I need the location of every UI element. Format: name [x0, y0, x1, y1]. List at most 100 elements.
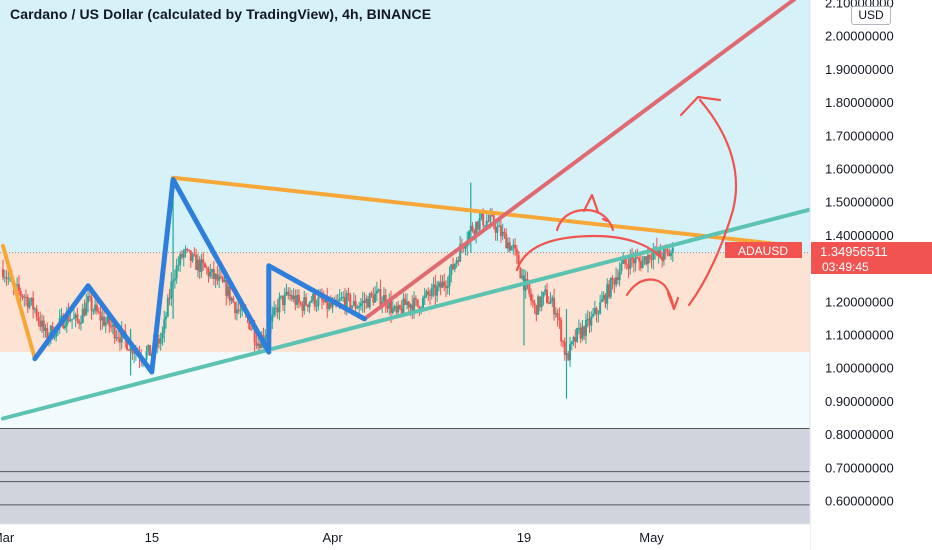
candle-body-12	[23, 296, 26, 298]
candle-body-82	[147, 345, 150, 352]
candle-body-133	[237, 309, 240, 311]
candle-body-144	[257, 343, 260, 346]
candle-body-261	[464, 246, 467, 249]
price-tick-label-0: 0.60000000	[825, 494, 894, 509]
candle-body-29	[53, 336, 56, 339]
candle-body-154	[274, 307, 277, 309]
candle-body-88	[157, 338, 160, 344]
candle-body-233	[414, 298, 417, 300]
candle-body-340	[604, 295, 607, 304]
candle-body-9	[17, 284, 20, 292]
time-axis[interactable]: Mar 15 Apr 19 May	[0, 523, 810, 550]
candle-body-111	[198, 259, 201, 272]
candle-body-356	[632, 259, 635, 264]
candle-body-141	[251, 328, 254, 330]
candle-body-257	[457, 260, 460, 262]
candle-body-27	[49, 325, 52, 337]
candle-body-281	[499, 225, 502, 237]
candle-body-61	[110, 326, 113, 328]
candle-body-166	[296, 295, 299, 305]
candle-body-2	[5, 277, 8, 279]
candle-body-107	[191, 254, 194, 261]
candle-body-359	[638, 258, 641, 262]
candle-body-164	[292, 295, 295, 300]
candle-body-165	[294, 295, 297, 305]
candle-body-118	[211, 269, 214, 272]
candle-body-312	[554, 313, 557, 315]
candle-body-362	[643, 256, 646, 261]
candle-body-153	[273, 307, 276, 315]
price-tick-label-1: 0.70000000	[825, 460, 894, 475]
candle-body-126	[225, 279, 228, 297]
currency-selector[interactable]: USD	[851, 6, 891, 25]
candle-body-204	[363, 300, 366, 303]
candle-body-366	[650, 259, 653, 261]
candle-body-3	[7, 278, 10, 280]
candle-body-50	[90, 296, 93, 311]
candle-body-139	[248, 318, 251, 330]
candle-body-238	[423, 295, 426, 299]
candle-body-333	[592, 313, 595, 317]
candle-body-8	[16, 284, 19, 286]
candle-body-361	[641, 260, 644, 269]
candle-body-279	[496, 226, 499, 233]
candle-body-278	[494, 226, 497, 233]
candle-body-142	[253, 328, 256, 343]
candle-body-17	[32, 297, 35, 310]
candle-body-316	[561, 341, 564, 343]
dome-arc	[515, 234, 665, 272]
symbol-price-tag: ADAUSD	[725, 242, 802, 258]
candle-body-332	[590, 316, 593, 326]
candle-body-63	[113, 324, 116, 339]
trendline-drawings[interactable]	[1, 0, 813, 421]
candle-body-191	[340, 297, 343, 299]
candle-body-338	[600, 299, 603, 303]
candle-body-363	[645, 256, 648, 265]
candle-body-198	[352, 300, 355, 306]
candle-body-217	[386, 305, 389, 309]
price-axis[interactable]: 0.60000000 0.70000000 0.80000000 0.90000000…	[809, 0, 932, 550]
candle-body-287	[510, 246, 513, 251]
candle-body-176	[313, 293, 316, 307]
candle-body-190	[338, 298, 341, 301]
candle-body-357	[634, 257, 637, 264]
candle-body-251	[446, 286, 449, 288]
candle-body-254	[452, 264, 455, 270]
candle-body-43	[78, 321, 81, 324]
candle-body-225	[400, 308, 403, 315]
candle-body-62	[111, 324, 114, 327]
candle-body-67	[120, 330, 123, 343]
candle-body-375	[666, 249, 669, 252]
zigzag-2-line	[266, 263, 367, 352]
price-tick-label-9: 1.50000000	[825, 195, 894, 210]
candle-body-40	[72, 317, 75, 320]
candle-body-247	[439, 282, 442, 288]
candle-body-201	[358, 306, 361, 308]
candle-body-195	[347, 293, 350, 296]
candle-body-229	[407, 301, 410, 308]
candle-body-322	[572, 337, 575, 342]
candle-body-21	[39, 320, 42, 327]
chart-title: Cardano / US Dollar (calculated by Tradi…	[10, 6, 432, 22]
candle-body-121	[216, 274, 219, 281]
candle-body-97	[173, 278, 176, 281]
shark-fin	[582, 193, 600, 214]
price-tick-label-11: 1.70000000	[825, 128, 894, 143]
candle-body-56	[101, 316, 104, 321]
candle-body-48	[87, 295, 90, 303]
price-tick-label-4: 1.00000000	[825, 361, 894, 376]
candle-body-378	[671, 247, 674, 254]
candle-body-52	[94, 304, 97, 311]
candle-body-101	[180, 254, 183, 258]
candle-body-226	[402, 298, 405, 315]
time-tick-label-1: 15	[145, 530, 159, 545]
candle-body-129	[230, 297, 233, 301]
shark-body	[555, 208, 615, 232]
candle-body-221	[393, 306, 396, 309]
candle-body-127	[227, 286, 230, 297]
shark-eye	[601, 217, 609, 223]
candle-body-329	[584, 319, 587, 336]
candle-body-35	[64, 326, 67, 329]
candle-body-300	[533, 302, 536, 306]
